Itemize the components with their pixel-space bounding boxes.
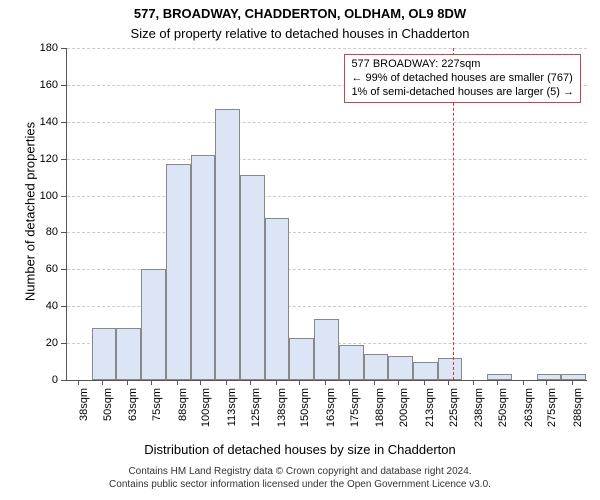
y-tick-label: 160 <box>18 79 58 91</box>
y-tick-label: 40 <box>18 300 58 312</box>
grid-line <box>67 232 587 233</box>
x-tick-label: 38sqm <box>78 388 90 438</box>
footer: Contains HM Land Registry data © Crown c… <box>0 466 600 491</box>
x-tick-label: 263sqm <box>523 388 535 438</box>
y-tick-label: 60 <box>18 263 58 275</box>
y-tick-mark <box>61 122 66 123</box>
histogram-bar <box>561 374 586 380</box>
histogram-bar <box>339 345 364 380</box>
x-tick-mark <box>78 380 79 385</box>
chart-title-line1: 577, BROADWAY, CHADDERTON, OLDHAM, OL9 8… <box>0 6 600 21</box>
x-tick-mark <box>546 380 547 385</box>
histogram-bar <box>265 218 290 380</box>
x-tick-label: 225sqm <box>448 388 460 438</box>
x-tick-label: 50sqm <box>102 388 114 438</box>
y-tick-mark <box>61 196 66 197</box>
x-tick-mark <box>250 380 251 385</box>
y-tick-label: 140 <box>18 116 58 128</box>
x-tick-mark <box>572 380 573 385</box>
x-tick-mark <box>349 380 350 385</box>
grid-line <box>67 48 587 49</box>
histogram-bar <box>413 362 438 380</box>
footer-line-1: Contains HM Land Registry data © Crown c… <box>0 466 600 479</box>
x-tick-mark <box>374 380 375 385</box>
x-tick-mark <box>473 380 474 385</box>
x-tick-label: 100sqm <box>200 388 212 438</box>
x-tick-mark <box>398 380 399 385</box>
x-tick-mark <box>424 380 425 385</box>
x-tick-label: 63sqm <box>127 388 139 438</box>
x-tick-mark <box>497 380 498 385</box>
x-tick-label: 200sqm <box>398 388 410 438</box>
histogram-bar <box>364 354 389 380</box>
annot-line-2: ← 99% of detached houses are smaller (76… <box>351 72 574 86</box>
histogram-bar <box>215 109 240 380</box>
y-tick-mark <box>61 269 66 270</box>
chart-container: 577, BROADWAY, CHADDERTON, OLDHAM, OL9 8… <box>0 0 600 500</box>
y-tick-label: 20 <box>18 337 58 349</box>
x-tick-mark <box>102 380 103 385</box>
histogram-bar <box>438 358 463 380</box>
x-tick-mark <box>523 380 524 385</box>
grid-line <box>67 122 587 123</box>
histogram-bar <box>388 356 413 380</box>
grid-line <box>67 159 587 160</box>
histogram-bar <box>487 374 512 380</box>
x-tick-label: 275sqm <box>546 388 558 438</box>
y-tick-label: 180 <box>18 42 58 54</box>
y-tick-mark <box>61 343 66 344</box>
y-tick-mark <box>61 85 66 86</box>
histogram-bar <box>141 269 166 380</box>
x-tick-mark <box>299 380 300 385</box>
histogram-bar <box>537 374 562 380</box>
grid-line <box>67 196 587 197</box>
x-tick-label: 125sqm <box>250 388 262 438</box>
histogram-bar <box>92 328 117 380</box>
y-tick-mark <box>61 306 66 307</box>
x-tick-label: 250sqm <box>497 388 509 438</box>
histogram-bar <box>191 155 216 380</box>
x-tick-label: 238sqm <box>473 388 485 438</box>
x-tick-mark <box>151 380 152 385</box>
y-tick-mark <box>61 48 66 49</box>
y-axis-label: Number of detached properties <box>23 102 38 322</box>
x-tick-mark <box>448 380 449 385</box>
histogram-bar <box>166 164 191 380</box>
x-tick-mark <box>276 380 277 385</box>
histogram-bar <box>240 175 265 380</box>
x-tick-mark <box>177 380 178 385</box>
y-tick-mark <box>61 232 66 233</box>
x-tick-label: 175sqm <box>349 388 361 438</box>
y-tick-label: 80 <box>18 226 58 238</box>
y-tick-mark <box>61 159 66 160</box>
x-tick-label: 150sqm <box>299 388 311 438</box>
y-tick-label: 120 <box>18 153 58 165</box>
annot-line-1: 577 BROADWAY: 227sqm <box>351 58 574 72</box>
footer-line-2: Contains public sector information licen… <box>0 479 600 492</box>
x-tick-label: 138sqm <box>276 388 288 438</box>
x-tick-label: 88sqm <box>177 388 189 438</box>
x-tick-label: 75sqm <box>151 388 163 438</box>
x-tick-label: 163sqm <box>325 388 337 438</box>
x-tick-label: 113sqm <box>226 388 238 438</box>
plot-area: 577 BROADWAY: 227sqm ← 99% of detached h… <box>66 48 587 381</box>
histogram-bar <box>116 328 141 380</box>
x-tick-mark <box>127 380 128 385</box>
chart-title-line2: Size of property relative to detached ho… <box>0 26 600 41</box>
histogram-bar <box>314 319 339 380</box>
x-tick-label: 288sqm <box>572 388 584 438</box>
histogram-bar <box>289 338 314 380</box>
x-tick-mark <box>200 380 201 385</box>
x-tick-mark <box>226 380 227 385</box>
y-tick-label: 0 <box>18 374 58 386</box>
x-tick-label: 213sqm <box>424 388 436 438</box>
y-tick-mark <box>61 380 66 381</box>
annot-line-3: 1% of semi-detached houses are larger (5… <box>351 86 574 100</box>
x-tick-mark <box>325 380 326 385</box>
annotation-box: 577 BROADWAY: 227sqm ← 99% of detached h… <box>344 54 581 103</box>
x-tick-label: 188sqm <box>374 388 386 438</box>
x-axis-label: Distribution of detached houses by size … <box>0 442 600 457</box>
y-tick-label: 100 <box>18 190 58 202</box>
